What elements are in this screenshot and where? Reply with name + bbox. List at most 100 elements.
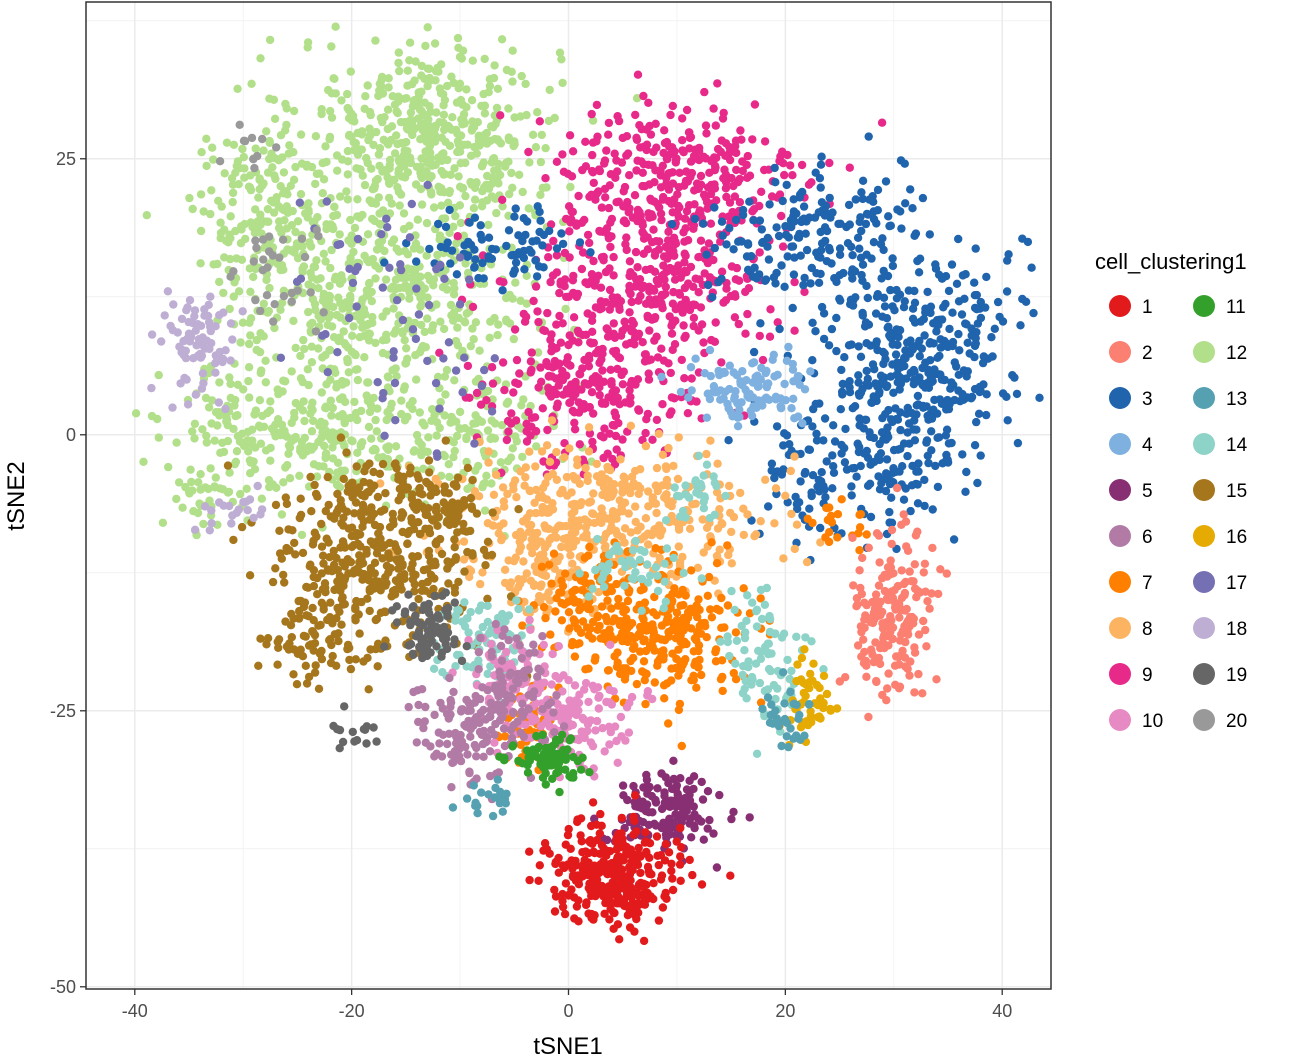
cluster-12-point bbox=[266, 456, 275, 465]
cluster-12-point bbox=[383, 139, 392, 148]
cluster-3-point bbox=[987, 333, 996, 342]
cluster-4-point bbox=[729, 368, 738, 377]
cluster-9-point bbox=[652, 415, 662, 425]
cluster-9-point bbox=[622, 233, 631, 242]
cluster-8-point bbox=[500, 565, 510, 574]
cluster-12-point bbox=[397, 172, 407, 181]
cluster-12-point bbox=[264, 217, 273, 226]
cluster-12-point bbox=[295, 471, 304, 480]
cluster-8-point bbox=[658, 450, 668, 459]
cluster-12-point bbox=[486, 434, 495, 444]
cluster-3-point bbox=[799, 202, 809, 211]
cluster-3-point bbox=[874, 472, 883, 481]
cluster-9-point bbox=[732, 165, 741, 175]
cluster-3-point bbox=[811, 399, 820, 409]
cluster-8-point bbox=[751, 530, 761, 539]
cluster-9-point bbox=[652, 275, 662, 285]
cluster-12-point bbox=[525, 158, 534, 167]
cluster-15-point bbox=[441, 436, 450, 445]
cluster-15-point bbox=[310, 630, 320, 640]
cluster-12-point bbox=[350, 349, 360, 359]
cluster-12-point bbox=[296, 351, 305, 361]
cluster-3-point bbox=[757, 225, 766, 234]
cluster-3-point bbox=[854, 371, 863, 380]
cluster-9-point bbox=[766, 305, 775, 314]
cluster-9-point bbox=[468, 302, 478, 312]
cluster-12-point bbox=[306, 242, 316, 251]
cluster-12-point bbox=[384, 74, 393, 83]
cluster-4-point bbox=[684, 393, 693, 402]
cluster-9-point bbox=[577, 403, 586, 412]
cluster-9-point bbox=[527, 348, 536, 357]
cluster-3-point bbox=[874, 389, 884, 398]
cluster-9-point bbox=[668, 299, 678, 308]
cluster-8-point bbox=[616, 455, 625, 464]
cluster-8-point bbox=[606, 465, 615, 475]
cluster-3-point bbox=[824, 341, 834, 350]
cluster-3-point bbox=[904, 419, 914, 428]
cluster-9-point bbox=[721, 139, 731, 148]
cluster-9-point bbox=[553, 399, 562, 408]
cluster-12-point bbox=[330, 275, 340, 284]
cluster-12-point bbox=[261, 378, 270, 387]
cluster-3-point bbox=[690, 214, 700, 224]
cluster-12-point bbox=[312, 472, 322, 481]
cluster-12-point bbox=[281, 126, 290, 135]
cluster-12-point bbox=[320, 441, 329, 451]
cluster-3-point bbox=[780, 282, 789, 291]
cluster-8-point bbox=[431, 474, 440, 484]
cluster-12-point bbox=[202, 438, 211, 447]
cluster-12-point bbox=[216, 233, 225, 243]
cluster-7-point bbox=[717, 623, 726, 632]
cluster-12-point bbox=[391, 442, 401, 451]
cluster-7-point bbox=[549, 549, 559, 558]
cluster-9-point bbox=[705, 168, 714, 177]
cluster-15-point bbox=[443, 501, 452, 510]
cluster-3-point bbox=[876, 371, 886, 380]
cluster-15-point bbox=[336, 433, 346, 442]
cluster-12-point bbox=[475, 346, 484, 355]
cluster-15-point bbox=[271, 500, 281, 510]
cluster-12-point bbox=[158, 518, 168, 527]
cluster-4-point bbox=[761, 368, 770, 378]
cluster-12-point bbox=[422, 167, 431, 176]
cluster-9-point bbox=[574, 191, 583, 201]
cluster-3-point bbox=[845, 220, 854, 229]
cluster-2-point bbox=[909, 619, 918, 628]
cluster-12-point bbox=[487, 192, 497, 201]
cluster-3-point bbox=[832, 346, 841, 356]
cluster-12-point bbox=[493, 84, 503, 94]
cluster-9-point bbox=[627, 323, 636, 333]
cluster-3-point bbox=[903, 451, 912, 461]
cluster-7-point bbox=[570, 652, 580, 661]
cluster-12-point bbox=[471, 318, 481, 327]
cluster-15-point bbox=[263, 634, 273, 643]
cluster-12-point bbox=[381, 275, 391, 284]
cluster-7-point bbox=[739, 584, 748, 593]
cluster-3-point bbox=[487, 244, 497, 254]
cluster-3-point bbox=[511, 204, 520, 213]
cluster-8-point bbox=[509, 485, 518, 494]
cluster-3-point bbox=[995, 312, 1004, 322]
cluster-8-point bbox=[699, 548, 708, 557]
cluster-7-point bbox=[645, 641, 655, 650]
cluster-9-point bbox=[539, 457, 548, 466]
cluster-12-point bbox=[139, 457, 148, 466]
cluster-3-point bbox=[990, 324, 999, 333]
cluster-12-point bbox=[304, 208, 313, 217]
cluster-3-point bbox=[982, 410, 991, 420]
cluster-9-point bbox=[601, 193, 610, 202]
cluster-9-point bbox=[570, 425, 580, 434]
cluster-8-point bbox=[589, 489, 598, 498]
cluster-15-point bbox=[273, 660, 282, 669]
cluster-3-point bbox=[772, 223, 781, 232]
cluster-3-point bbox=[755, 216, 765, 225]
cluster-12-point bbox=[199, 519, 208, 529]
cluster-9-point bbox=[668, 101, 677, 111]
cluster-9-point bbox=[625, 308, 634, 317]
cluster-4-point bbox=[716, 395, 725, 404]
cluster-9-point bbox=[686, 172, 695, 182]
cluster-3-point bbox=[954, 386, 963, 395]
cluster-9-point bbox=[559, 390, 568, 399]
cluster-3-point bbox=[825, 193, 834, 203]
